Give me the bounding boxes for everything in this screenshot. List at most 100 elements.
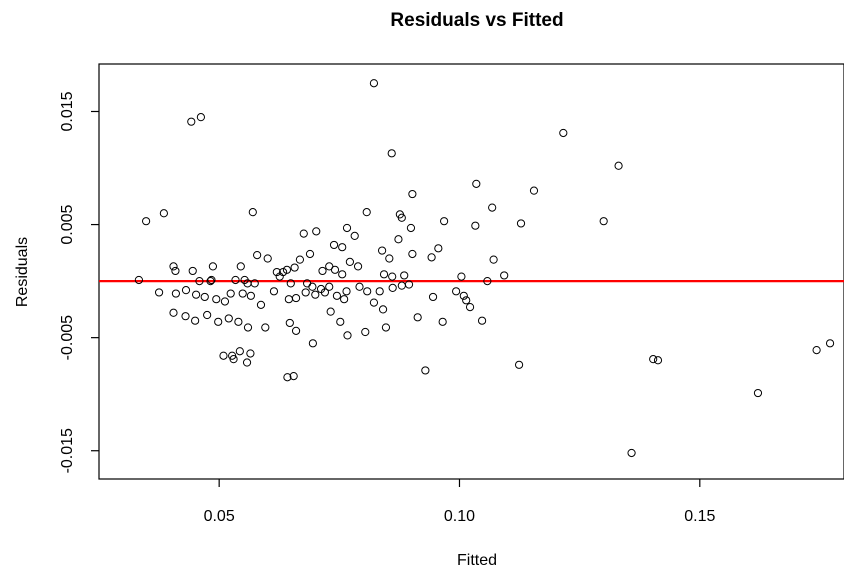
y-tick-label-2: 0.005 xyxy=(59,204,76,244)
data-point-50 xyxy=(188,266,197,276)
data-point-1 xyxy=(196,113,205,122)
data-point-93 xyxy=(246,291,255,300)
data-point-84 xyxy=(154,288,164,297)
data-point-14 xyxy=(397,213,406,222)
data-point-59 xyxy=(134,275,143,285)
data-point-12 xyxy=(362,208,371,217)
data-point-90 xyxy=(220,297,230,306)
data-point-95 xyxy=(269,287,279,296)
data-point-132 xyxy=(421,366,430,375)
data-point-107 xyxy=(191,316,200,325)
data-point-140 xyxy=(825,339,835,348)
data-point-138 xyxy=(753,388,763,398)
x-axis: 0.05 0.10 0.15 xyxy=(204,479,715,525)
data-point-28 xyxy=(427,253,436,262)
data-point-47 xyxy=(208,262,218,271)
data-point-80 xyxy=(459,291,468,300)
data-point-19 xyxy=(471,221,480,230)
data-point-60 xyxy=(195,277,204,286)
data-point-27 xyxy=(378,246,387,255)
data-point-103 xyxy=(369,298,379,307)
data-point-73 xyxy=(342,287,351,296)
data-point-131 xyxy=(242,358,252,367)
data-point-9 xyxy=(488,203,497,212)
data-point-129 xyxy=(246,349,255,358)
data-point-85 xyxy=(171,289,181,298)
data-point-51 xyxy=(275,272,284,281)
data-point-32 xyxy=(408,249,417,259)
data-point-62 xyxy=(207,275,216,285)
data-point-38 xyxy=(330,265,340,274)
data-point-40 xyxy=(295,255,305,264)
data-point-76 xyxy=(388,283,397,292)
data-point-55 xyxy=(388,272,397,281)
data-point-102 xyxy=(340,295,349,304)
data-point-53 xyxy=(338,270,347,279)
data-point-113 xyxy=(261,323,270,332)
x-tick-label-0: 0.05 xyxy=(204,508,235,525)
data-point-29 xyxy=(338,243,347,252)
data-point-20 xyxy=(406,223,416,233)
data-point-24 xyxy=(350,231,359,240)
data-point-121 xyxy=(477,316,487,325)
y-tick-label-1: -0.005 xyxy=(59,315,76,360)
data-point-74 xyxy=(363,287,372,296)
data-point-4 xyxy=(387,149,396,158)
plot-frame xyxy=(98,63,844,480)
data-point-16 xyxy=(440,217,449,226)
data-point-110 xyxy=(224,314,233,323)
data-point-42 xyxy=(263,254,272,263)
data-point-58 xyxy=(500,271,509,280)
data-point-96 xyxy=(284,295,293,304)
data-point-25 xyxy=(394,235,403,244)
data-point-37 xyxy=(318,266,327,276)
data-point-89 xyxy=(212,295,221,304)
data-point-88 xyxy=(200,292,209,302)
data-point-134 xyxy=(649,355,658,364)
data-point-57 xyxy=(457,272,466,281)
x-tick-label-1: 0.10 xyxy=(444,508,475,525)
data-point-125 xyxy=(308,339,317,348)
data-point-117 xyxy=(336,317,345,326)
data-point-46 xyxy=(272,267,281,277)
data-point-21 xyxy=(299,229,308,238)
data-point-109 xyxy=(214,317,223,326)
data-point-77 xyxy=(397,281,406,290)
data-point-100 xyxy=(320,288,330,297)
data-point-17 xyxy=(516,219,526,228)
data-point-92 xyxy=(238,289,247,298)
data-point-136 xyxy=(283,373,292,382)
data-point-34 xyxy=(345,257,354,266)
data-point-115 xyxy=(291,326,301,335)
data-point-26 xyxy=(434,244,443,253)
data-point-119 xyxy=(413,313,422,322)
y-axis: -0.015 -0.005 0.005 0.015 xyxy=(59,91,99,473)
data-point-71 xyxy=(325,282,334,291)
data-point-120 xyxy=(438,317,447,326)
data-point-6 xyxy=(472,179,481,188)
data-point-126 xyxy=(219,351,228,360)
data-point-7 xyxy=(529,186,539,195)
data-point-15 xyxy=(142,217,151,226)
data-point-54 xyxy=(379,270,389,279)
data-point-130 xyxy=(229,355,238,364)
y-tick-label-0: -0.015 xyxy=(59,428,76,473)
data-point-31 xyxy=(385,254,394,263)
data-point-112 xyxy=(243,323,253,332)
data-point-99 xyxy=(311,290,320,299)
data-point-66 xyxy=(243,279,252,288)
data-point-61 xyxy=(206,277,215,286)
data-point-5 xyxy=(614,161,623,170)
data-point-97 xyxy=(291,293,301,303)
data-point-33 xyxy=(489,255,498,264)
data-point-81 xyxy=(462,296,471,305)
data-point-8 xyxy=(408,189,417,199)
data-point-52 xyxy=(282,265,292,274)
data-point-39 xyxy=(290,263,299,272)
data-point-101 xyxy=(332,291,342,300)
data-point-2 xyxy=(187,117,196,126)
data-point-43 xyxy=(305,249,315,259)
data-point-79 xyxy=(452,287,461,296)
data-point-118 xyxy=(378,305,388,314)
